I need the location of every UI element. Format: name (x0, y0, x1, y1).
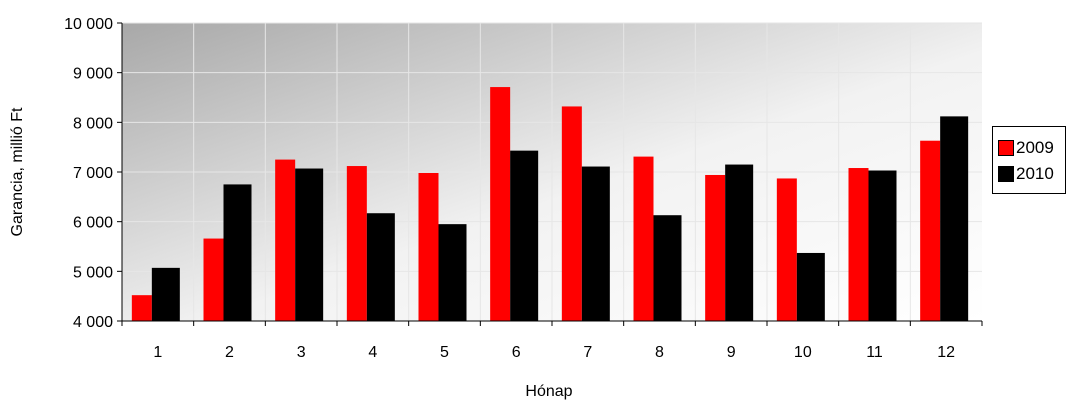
y-tick-label: 6 000 (73, 215, 113, 232)
bar-2009-2 (203, 238, 224, 321)
y-axis-label: Garancia, millió Ft (9, 107, 26, 236)
x-tick-label: 4 (368, 344, 377, 361)
y-tick-label: 4 000 (73, 314, 113, 331)
x-tick-label: 10 (794, 344, 812, 361)
bar-2009-11 (848, 168, 869, 321)
bar-2009-6 (490, 87, 511, 321)
bar-2009-3 (275, 159, 296, 321)
y-tick-labels: 4 000 5 000 6 000 7 000 8 000 9 000 10 000 (64, 16, 113, 331)
y-tick-label: 8 000 (73, 115, 113, 132)
bar-2009-1 (131, 295, 152, 321)
x-tick-label: 2 (225, 344, 234, 361)
bar-2009-7 (561, 106, 582, 321)
legend-item-2010: 2010 (998, 163, 1054, 185)
bar-2010-8 (653, 215, 682, 321)
x-tick-label: 6 (512, 344, 521, 361)
x-tick-label: 12 (937, 344, 955, 361)
y-tick-label: 9 000 (73, 66, 113, 83)
x-tick-label: 3 (297, 344, 306, 361)
legend-label-2009: 2009 (1016, 138, 1054, 157)
y-tick-label: 7 000 (73, 165, 113, 182)
x-axis-label: Hónap (525, 383, 572, 400)
bar-2010-4 (366, 213, 395, 321)
x-tick-labels: 1 2 3 4 5 6 7 8 9 10 11 12 (153, 344, 955, 361)
bar-2010-11 (868, 170, 897, 321)
bar-2010-1 (151, 267, 180, 321)
bar-2009-4 (346, 166, 367, 321)
bar-2010-10 (796, 252, 825, 321)
y-tick-label: 5 000 (73, 264, 113, 281)
bar-2009-8 (633, 156, 654, 321)
legend: 2009 2010 (992, 126, 1066, 194)
x-tick-label: 8 (655, 344, 664, 361)
gridlines (122, 22, 982, 321)
bar-2009-9 (705, 174, 726, 321)
bar-2009-10 (776, 178, 797, 321)
bars (131, 87, 969, 321)
x-tick-label: 7 (583, 344, 592, 361)
bar-2010-5 (438, 224, 467, 321)
axes (117, 22, 983, 326)
bar-2010-3 (295, 168, 324, 321)
bar-2010-6 (510, 150, 539, 321)
bar-2010-9 (725, 164, 754, 321)
bar-2010-2 (223, 184, 252, 321)
bar-2009-5 (418, 172, 439, 321)
y-tick-label: 10 000 (64, 16, 113, 33)
x-tick-label: 5 (440, 344, 449, 361)
bar-2010-12 (940, 116, 969, 321)
x-tick-label: 11 (866, 344, 883, 361)
legend-label-2010: 2010 (1016, 164, 1054, 183)
bar-2009-12 (920, 140, 941, 321)
bar-2010-7 (581, 166, 610, 321)
legend-swatch-2009 (998, 140, 1014, 156)
legend-swatch-2010 (998, 166, 1014, 182)
x-tick-label: 9 (727, 344, 736, 361)
legend-item-2009: 2009 (998, 137, 1054, 159)
x-tick-label: 1 (153, 344, 162, 361)
